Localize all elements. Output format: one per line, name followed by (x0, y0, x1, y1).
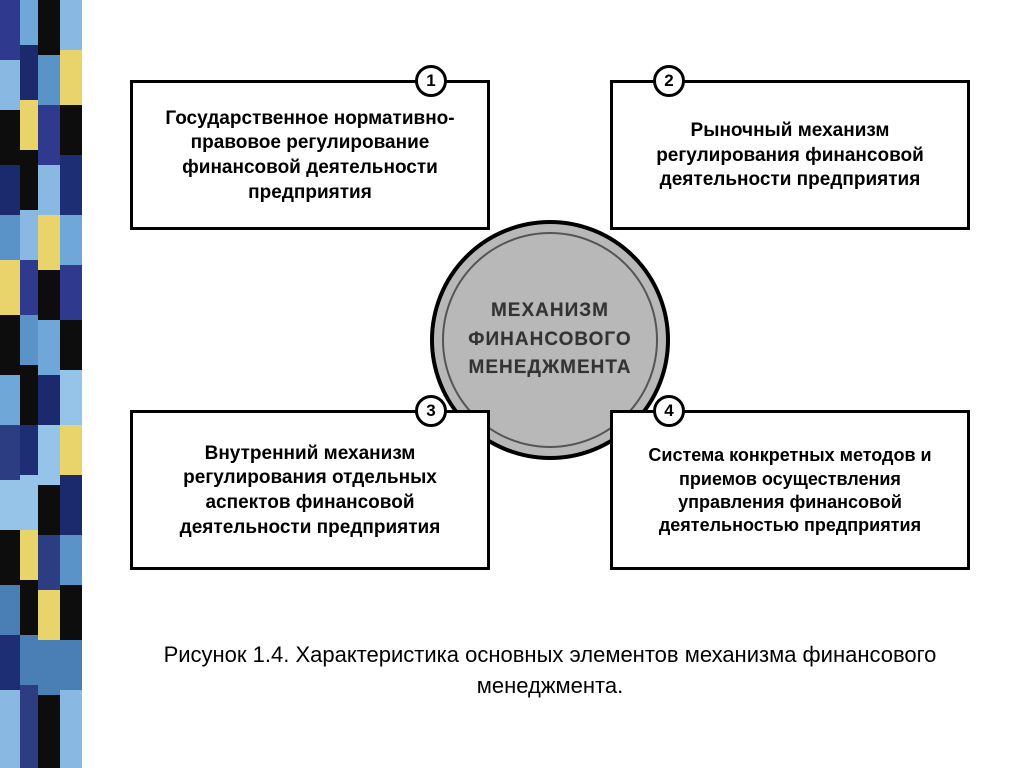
quadrant-number-1: 1 (415, 65, 447, 97)
sidebar-seg (20, 530, 38, 580)
quadrant-box-2: 2Рыночный механизм регулирования финансо… (610, 80, 970, 230)
sidebar-seg (60, 265, 82, 320)
quadrant-number-4: 4 (653, 395, 685, 427)
sidebar-seg (60, 215, 82, 265)
sidebar-seg (0, 635, 20, 690)
quadrant-number-3: 3 (415, 395, 447, 427)
sidebar-seg (60, 320, 82, 370)
sidebar-seg (20, 580, 38, 635)
sidebar-seg (0, 375, 20, 425)
sidebar-seg (0, 60, 20, 110)
sidebar-seg (0, 425, 20, 480)
sidebar-seg (20, 45, 38, 100)
sidebar-seg (38, 320, 60, 375)
sidebar-seg (20, 210, 38, 260)
sidebar-seg (38, 215, 60, 270)
sidebar-seg (60, 690, 82, 768)
sidebar-seg (0, 480, 20, 530)
sidebar-stripe (20, 0, 38, 768)
sidebar-seg (60, 50, 82, 105)
quadrant-box-1: 1Государственное нормативно-правовое рег… (130, 80, 490, 230)
sidebar-seg (38, 485, 60, 535)
sidebar-seg (60, 425, 82, 475)
figure-caption: Рисунок 1.4. Характеристика основных эле… (120, 640, 980, 702)
sidebar-seg (38, 55, 60, 105)
sidebar-seg (0, 315, 20, 375)
sidebar-seg (38, 425, 60, 485)
quadrant-box-4: 4Система конкретных методов и приемов ос… (610, 410, 970, 570)
sidebar-seg (38, 640, 60, 695)
sidebar-seg (60, 0, 82, 50)
sidebar-seg (38, 375, 60, 425)
sidebar-seg (60, 105, 82, 155)
sidebar-seg (38, 535, 60, 590)
sidebar-seg (20, 365, 38, 425)
sidebar-seg (0, 215, 20, 260)
center-line-3: МЕНЕДЖМЕНТА (469, 354, 632, 383)
sidebar-seg (0, 165, 20, 215)
quadrant-text-1: Государственное нормативно-правовое регу… (147, 99, 473, 213)
sidebar-seg (38, 165, 60, 215)
quadrant-text-3: Внутренний механизм регулирования отдель… (147, 429, 473, 553)
sidebar-seg (60, 585, 82, 640)
decorative-sidebar (0, 0, 82, 768)
sidebar-stripe (0, 0, 20, 768)
sidebar-seg (20, 475, 38, 530)
sidebar-seg (0, 690, 20, 768)
sidebar-seg (38, 0, 60, 55)
sidebar-seg (38, 695, 60, 768)
sidebar-seg (20, 685, 38, 768)
sidebar-seg (60, 535, 82, 585)
quadrant-number-2: 2 (653, 65, 685, 97)
sidebar-seg (0, 585, 20, 635)
sidebar-seg (20, 0, 38, 45)
sidebar-seg (20, 635, 38, 685)
center-line-1: МЕХАНИЗМ (491, 297, 609, 326)
quadrant-text-4: Система конкретных методов и приемов осу… (627, 429, 953, 553)
sidebar-seg (20, 315, 38, 365)
quadrant-box-3: 3Внутренний механизм регулирования отдел… (130, 410, 490, 570)
sidebar-seg (20, 260, 38, 315)
sidebar-seg (38, 590, 60, 640)
sidebar-seg (60, 155, 82, 215)
sidebar-stripe (60, 0, 82, 768)
diagram: МЕХАНИЗМ ФИНАНСОВОГО МЕНЕДЖМЕНТА 1Госуда… (100, 60, 1000, 620)
sidebar-seg (20, 150, 38, 210)
sidebar-seg (20, 100, 38, 150)
sidebar-seg (38, 270, 60, 320)
sidebar-stripe (38, 0, 60, 768)
sidebar-seg (60, 475, 82, 535)
quadrant-text-2: Рыночный механизм регулирования финансов… (627, 99, 953, 213)
sidebar-seg (38, 105, 60, 165)
sidebar-seg (60, 370, 82, 425)
sidebar-seg (60, 640, 82, 690)
sidebar-seg (0, 530, 20, 585)
sidebar-seg (0, 110, 20, 165)
sidebar-seg (0, 0, 20, 60)
sidebar-seg (20, 425, 38, 475)
center-line-2: ФИНАНСОВОГО (468, 326, 631, 355)
sidebar-seg (0, 260, 20, 315)
